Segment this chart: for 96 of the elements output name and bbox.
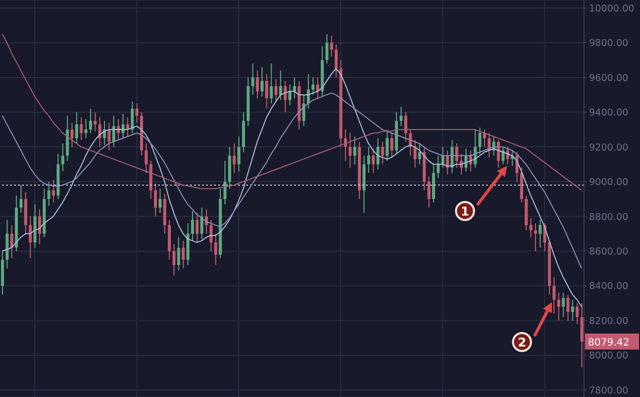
candlestick: [274, 78, 278, 102]
candlestick: [372, 148, 375, 174]
candlestick: [52, 179, 55, 203]
candlestick: [38, 208, 42, 245]
y-tick-label: 9800.00: [589, 38, 628, 50]
candlestick: [80, 116, 83, 140]
y-tick-label: 8800.00: [589, 212, 628, 223]
candlestick: [446, 150, 449, 176]
candlestick: [10, 224, 14, 259]
candlestick: [455, 142, 458, 168]
y-tick-label: 8000.00: [589, 350, 628, 362]
candlestick: [502, 146, 505, 165]
candlestick: [182, 240, 185, 269]
candlestick: [284, 80, 287, 113]
number-badge: 2: [512, 332, 532, 352]
candlestick: [223, 160, 226, 205]
candlestick: [316, 76, 320, 99]
candlestick: [427, 176, 430, 208]
y-tick-label: 9400.00: [589, 108, 628, 119]
candlestick: [196, 212, 199, 243]
y-tick-label: 8400.00: [589, 281, 628, 292]
candlestick: [172, 244, 176, 276]
candlestick: [381, 141, 384, 165]
candlestick: [325, 34, 328, 64]
candlestick: [279, 70, 282, 101]
y-tick-label: 9000.00: [589, 177, 628, 188]
candlestick: [232, 142, 236, 174]
candlestick: [251, 63, 254, 96]
number-badge: 1: [455, 201, 475, 221]
candlestick: [330, 35, 334, 58]
candlestick: [390, 132, 394, 158]
candlestick: [566, 294, 570, 322]
candlestick: [552, 276, 556, 314]
candlestick: [214, 233, 218, 266]
candlestick: [61, 142, 64, 172]
y-tick-label: 9600.00: [589, 72, 628, 84]
candlestick: [135, 103, 138, 124]
candlestick: [562, 292, 565, 318]
y-tick-label: 8200.00: [589, 316, 628, 327]
candlestick: [376, 138, 380, 170]
candlestick: [177, 236, 180, 271]
candlestick: [367, 146, 370, 174]
annotation: 1: [460, 204, 470, 218]
candlestick: [386, 129, 389, 162]
candlestick: [404, 112, 408, 142]
candlestick: [130, 101, 134, 134]
candlestick: [348, 132, 352, 168]
candlestick: [496, 139, 500, 168]
candlestick: [28, 216, 32, 259]
candlestick: [191, 210, 194, 242]
candlestick: [20, 184, 23, 214]
candlestick: [154, 182, 157, 217]
candlestick: [450, 139, 454, 174]
candlestick: [75, 112, 78, 144]
y-tick-label: 9200.00: [589, 142, 628, 154]
candlestick: [256, 70, 259, 99]
candlestick: [270, 63, 273, 104]
candlestick: [344, 129, 347, 162]
candlestick: [94, 112, 97, 132]
candlestick: [47, 181, 50, 206]
candlestick: [89, 108, 92, 134]
y-tick-label: 10000.00: [589, 3, 634, 14]
candlestick: [288, 84, 292, 106]
candlestick: [112, 115, 116, 148]
annotation: 2: [518, 336, 526, 350]
y-tick-label: 8600.00: [589, 246, 628, 258]
candlestick: [418, 142, 422, 165]
candlestick: [84, 118, 88, 139]
candlestick: [237, 136, 240, 172]
candlestick: [478, 127, 482, 154]
candlestick: [441, 146, 444, 168]
y-tick-label: 7800.00: [589, 385, 628, 396]
candlestick: [534, 222, 538, 252]
candlestick: [557, 292, 560, 322]
candlestick: [576, 302, 579, 325]
candlestick: [265, 73, 268, 110]
candlestick: [334, 44, 338, 78]
candlestick: [200, 207, 204, 240]
candlestick: [571, 299, 574, 322]
candlestick: [400, 106, 403, 127]
candlestick: [464, 148, 468, 172]
candlestick: [302, 94, 306, 127]
candlestick: [436, 155, 440, 179]
candlestick: [260, 66, 264, 98]
candlestick: [144, 142, 148, 174]
candlestick: [108, 122, 111, 151]
candlestick: [70, 122, 74, 148]
candlestick: [538, 219, 542, 248]
candlestick: [353, 136, 356, 165]
candlestick: [293, 76, 296, 99]
candlestick: [414, 139, 417, 168]
candlestick: [210, 219, 213, 252]
candlestick: [158, 188, 162, 214]
candlestick: [529, 218, 532, 238]
candlestick: [312, 76, 315, 96]
text: 8079.42: [588, 338, 630, 349]
